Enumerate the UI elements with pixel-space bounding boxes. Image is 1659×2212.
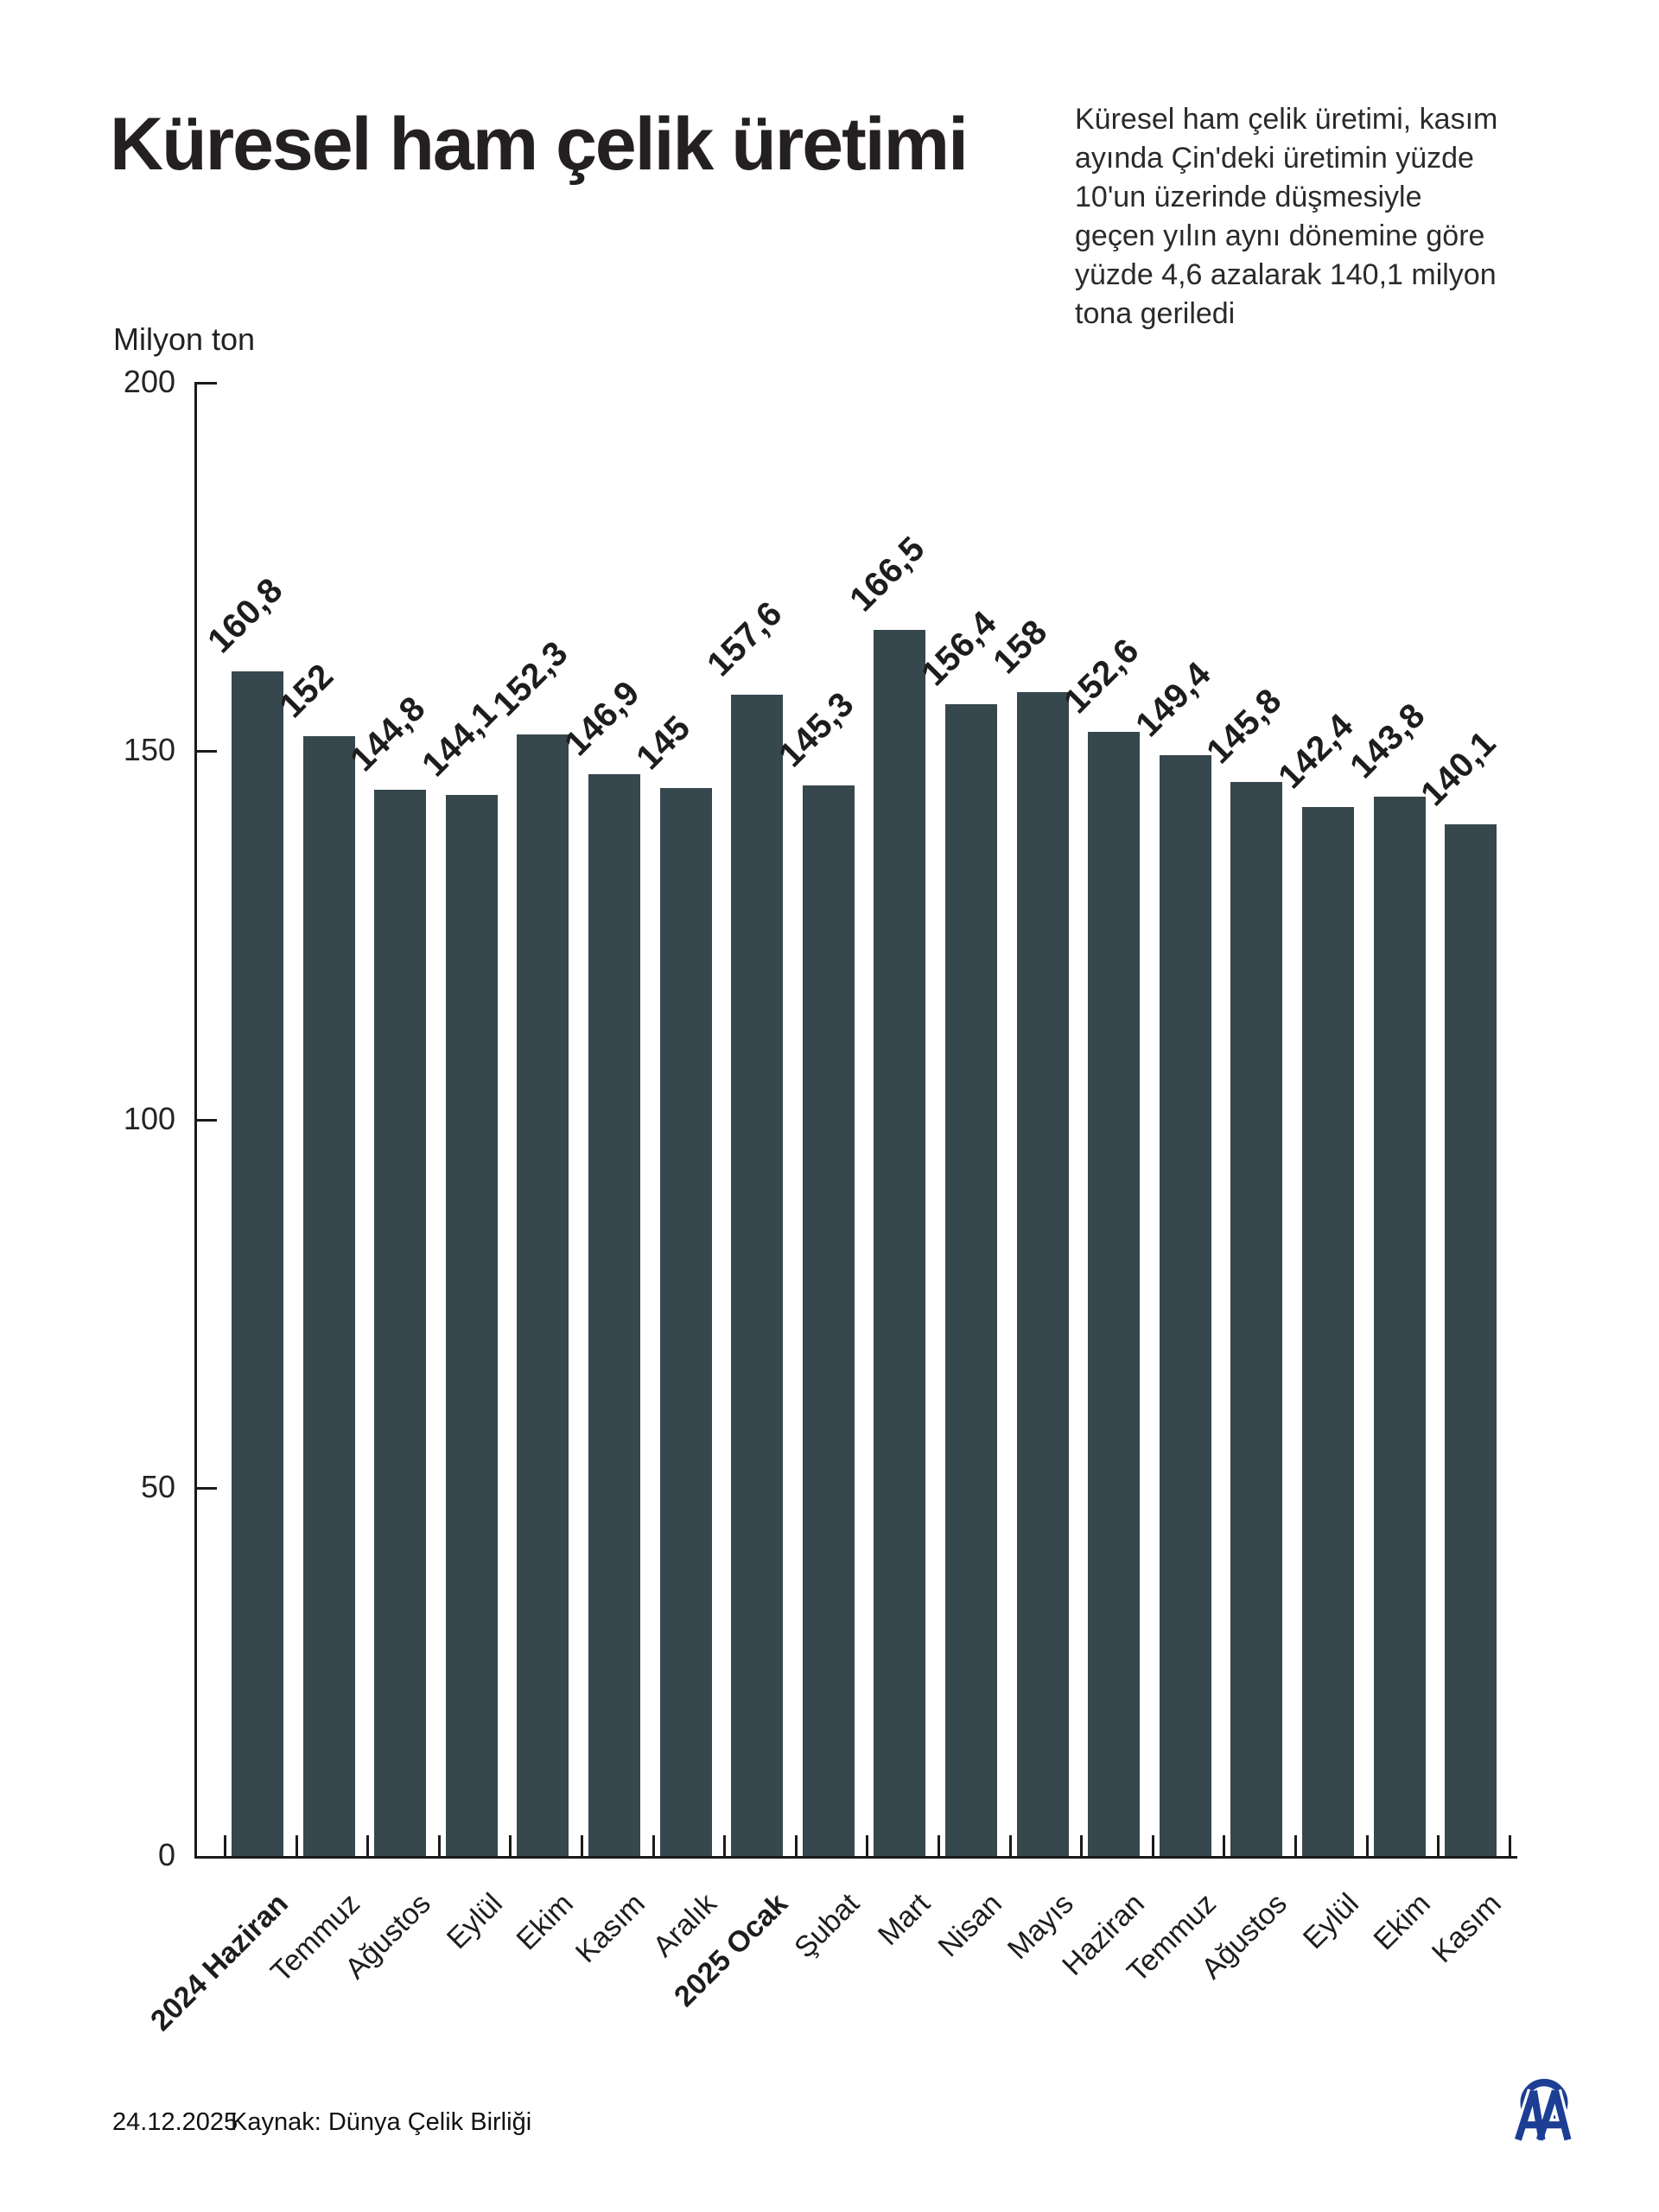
bar-value-text: 145 (628, 708, 698, 778)
bar-value-text: 144,8 (343, 689, 434, 779)
aa-logo-icon (1511, 2078, 1574, 2142)
y-tick-label: 200 (123, 364, 175, 399)
bar-value-text: 145,3 (771, 684, 861, 775)
footer-date: 24.12.2025 (112, 2108, 238, 2136)
bar (731, 695, 784, 1856)
y-axis-unit-label: Milyon ton (113, 321, 256, 357)
x-tick (1151, 1835, 1154, 1856)
bar-value-text: 140,1 (1414, 723, 1504, 813)
x-tick (224, 1835, 226, 1856)
x-tick (509, 1835, 512, 1856)
bar (1159, 755, 1211, 1856)
x-tick (1080, 1835, 1084, 1856)
x-tick (938, 1835, 940, 1856)
bar (802, 785, 855, 1856)
x-tick (366, 1835, 370, 1856)
bar (1445, 823, 1497, 1856)
bar-value-text: 157,6 (700, 594, 791, 684)
bar (1302, 807, 1354, 1856)
x-tick (1223, 1835, 1226, 1856)
subtitle-text: Küresel ham çelik üretimi, kasım ayında … (1075, 103, 1498, 330)
x-category-text: Eylül (440, 1887, 509, 1955)
bar (232, 671, 283, 1856)
bar-value-text: 144,1 (414, 694, 505, 784)
x-tick (1008, 1835, 1012, 1856)
x-tick (1294, 1835, 1297, 1856)
x-tick (437, 1835, 441, 1856)
y-tick (194, 1486, 217, 1490)
x-tick (581, 1835, 583, 1856)
footer-source: Kaynak: Dünya Çelik Birliği (231, 2108, 532, 2136)
bar (302, 736, 355, 1856)
x-category-text: Kasım (569, 1887, 652, 1970)
bar-value-text: 152,6 (1057, 631, 1147, 721)
bar (445, 794, 498, 1856)
bar-value-text: 166,5 (842, 529, 933, 619)
bar-value-text: 145,8 (1199, 681, 1290, 772)
bar (945, 703, 997, 1856)
y-tick (194, 750, 217, 753)
x-tick (1508, 1835, 1511, 1856)
y-tick-label: 150 (123, 732, 175, 768)
x-tick (1365, 1835, 1369, 1856)
bar-value-text: 149,4 (1128, 654, 1218, 745)
bar-value-text: 160,8 (200, 570, 290, 661)
x-tick (794, 1835, 798, 1856)
y-tick-label: 0 (157, 1837, 175, 1872)
x-category-text: Nisan (931, 1887, 1008, 1964)
aa-logo-letters (1515, 2089, 1572, 2141)
x-tick (723, 1835, 727, 1856)
y-tick (194, 382, 217, 385)
x-category-text: Kasım (1426, 1887, 1509, 1970)
bar (1373, 797, 1426, 1856)
bar (659, 787, 712, 1856)
bar (517, 734, 569, 1856)
bar (874, 629, 926, 1856)
x-tick (866, 1835, 869, 1856)
bar (1088, 732, 1141, 1856)
bar-value-text: 142,4 (1271, 706, 1361, 797)
bar-value-text: 143,8 (1342, 696, 1433, 786)
y-tick (194, 1118, 217, 1122)
bar-value-text: 152,3 (486, 633, 576, 723)
page-title: Küresel ham çelik üretimi (110, 103, 969, 186)
x-axis (194, 1856, 1517, 1859)
bar (1016, 692, 1069, 1856)
x-category-text: Eylül (1296, 1887, 1365, 1955)
x-category-text: Şubat (787, 1887, 866, 1965)
y-tick-label: 100 (123, 1100, 175, 1136)
y-tick-label: 50 (140, 1468, 175, 1504)
x-category-text: Mart (872, 1887, 938, 1952)
bar (1230, 782, 1283, 1856)
x-tick (652, 1835, 655, 1856)
x-tick (295, 1835, 298, 1856)
bar (374, 789, 427, 1856)
x-tick (1437, 1835, 1440, 1856)
bar (588, 773, 640, 1856)
